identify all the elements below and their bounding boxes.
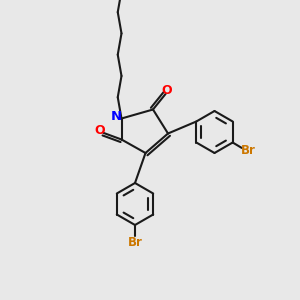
Text: N: N	[110, 110, 122, 124]
Text: O: O	[94, 124, 105, 137]
Text: Br: Br	[241, 144, 256, 158]
Text: Br: Br	[128, 236, 142, 250]
Text: O: O	[162, 84, 172, 97]
